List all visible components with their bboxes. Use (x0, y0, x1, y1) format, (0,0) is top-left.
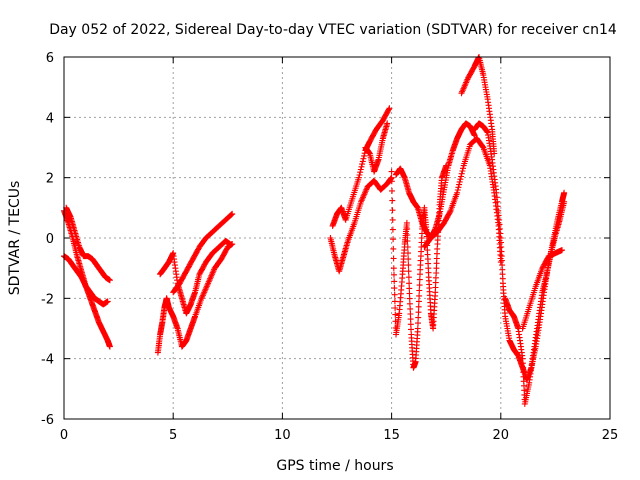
data-points (61, 54, 568, 407)
x-tick-label: 20 (493, 428, 510, 443)
point-markers (362, 120, 391, 175)
chart-title: Day 052 of 2022, Sidereal Day-to-day VTE… (49, 22, 617, 38)
axis-ticks (63, 56, 611, 420)
point-markers (421, 135, 504, 266)
point-markers (154, 241, 236, 356)
series-track-10 (388, 162, 450, 371)
series-track-16 (519, 247, 565, 332)
point-markers (327, 174, 395, 275)
x-tick-label: 10 (274, 428, 291, 443)
point-markers (458, 54, 498, 157)
series-track-13 (458, 54, 498, 157)
y-tick-label: 2 (46, 172, 54, 187)
y-tick-label: -6 (41, 413, 54, 428)
y-tick-labels: -6 -4 -2 0 2 4 6 (41, 51, 54, 428)
point-markers (61, 253, 111, 308)
series-track-5 (157, 238, 233, 317)
series-track-9 (362, 120, 391, 175)
point-markers (502, 198, 568, 407)
y-tick-label: -4 (41, 353, 54, 368)
series-track-2 (61, 253, 111, 308)
series-track-12 (421, 135, 504, 266)
series-track-6 (170, 210, 236, 296)
y-tick-label: 6 (46, 51, 54, 66)
x-tick-label: 25 (602, 428, 619, 443)
series-track-3 (63, 204, 113, 284)
y-tick-label: -2 (41, 292, 54, 307)
x-tick-label: 15 (383, 428, 400, 443)
y-tick-label: 4 (46, 111, 54, 126)
x-tick-labels: 0 5 10 15 20 25 (60, 428, 618, 443)
series-track-7 (327, 174, 395, 275)
point-markers (170, 210, 236, 296)
series-track-4 (154, 241, 236, 356)
y-tick-label: 0 (46, 232, 54, 247)
point-markers (519, 247, 565, 332)
x-tick-label: 0 (60, 428, 68, 443)
x-axis-label: GPS time / hours (276, 458, 393, 474)
point-markers (329, 105, 393, 229)
point-markers (157, 238, 233, 317)
series-track-15 (502, 198, 568, 407)
grid-lines (64, 57, 610, 419)
y-axis-label: SDTVAR / TECUs (7, 181, 23, 296)
x-tick-label: 5 (169, 428, 177, 443)
series-track-8 (329, 105, 393, 229)
point-markers (63, 204, 113, 284)
point-markers (388, 162, 450, 371)
